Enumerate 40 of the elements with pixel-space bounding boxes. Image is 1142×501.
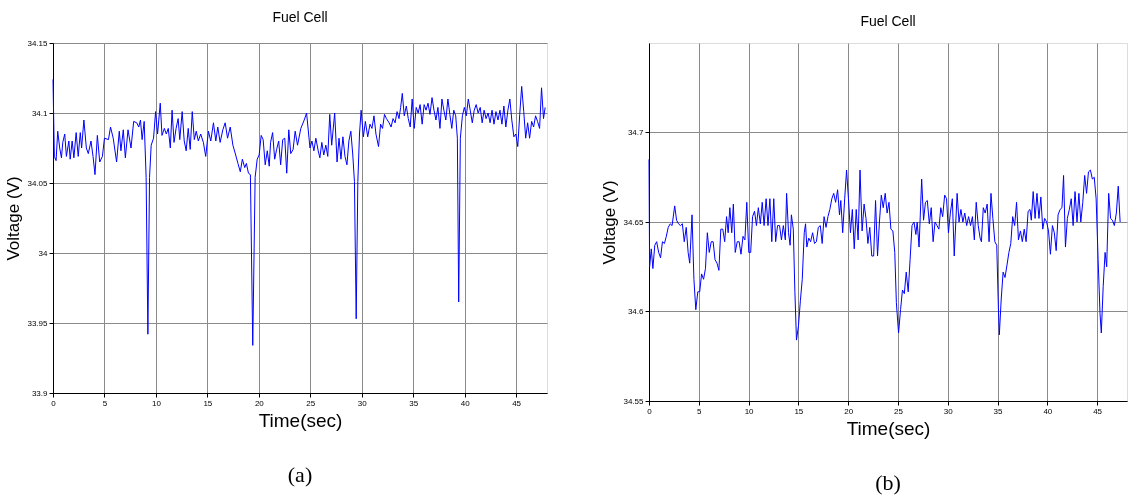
x-tick-label: 10: [744, 406, 755, 416]
text: (a): [287, 462, 313, 487]
x-tick-label: 30: [357, 398, 368, 408]
x-tick-label: 15: [203, 398, 213, 408]
y-axis-title: Voltage (V): [600, 180, 620, 265]
y-tick-label: 34.7: [627, 128, 645, 137]
x-tick-label: 35: [409, 398, 419, 408]
chart-title: Fuel Cell: [860, 13, 916, 29]
x-axis-title: Time(sec): [846, 417, 931, 439]
x-tick-label: 35: [993, 406, 1004, 416]
y-tick-label: 33.95: [27, 318, 49, 328]
y-tick-label: 34.6: [627, 307, 645, 316]
y-tick-label: 34.65: [623, 217, 645, 227]
line-series: [52, 78, 546, 346]
y-axis-title: Voltage (V): [4, 176, 24, 261]
x-tick-label: 40: [1043, 406, 1053, 416]
chart-title: Fuel Cell: [272, 9, 328, 25]
x-tick-label: 20: [254, 398, 265, 408]
y-tick-label: 33.9: [31, 388, 49, 398]
y-tick-label: 34.55: [623, 396, 645, 406]
x-tick-label: 45: [1093, 406, 1103, 416]
x-tick-label: 25: [894, 406, 904, 416]
x-tick-label: 10: [151, 398, 162, 408]
text: (b): [875, 470, 901, 495]
y-tick-label: 34.1: [31, 108, 49, 118]
x-tick-label: 5: [102, 398, 108, 408]
x-tick-label: 45: [512, 398, 522, 408]
x-axis-title: Time(sec): [258, 409, 343, 431]
y-tick-label: 34.15: [27, 38, 49, 48]
y-tick-label: 34.05: [27, 178, 49, 188]
x-tick-label: 30: [943, 406, 954, 416]
x-tick-label: 25: [306, 398, 316, 408]
x-tick-label: 5: [697, 406, 703, 416]
x-tick-label: 0: [51, 398, 57, 408]
x-tick-label: 0: [647, 406, 653, 416]
x-tick-label: 40: [460, 398, 471, 408]
y-tick-label: 34: [38, 248, 49, 258]
x-tick-label: 15: [794, 406, 804, 416]
x-tick-label: 20: [844, 406, 854, 416]
line-series: [648, 158, 1121, 341]
